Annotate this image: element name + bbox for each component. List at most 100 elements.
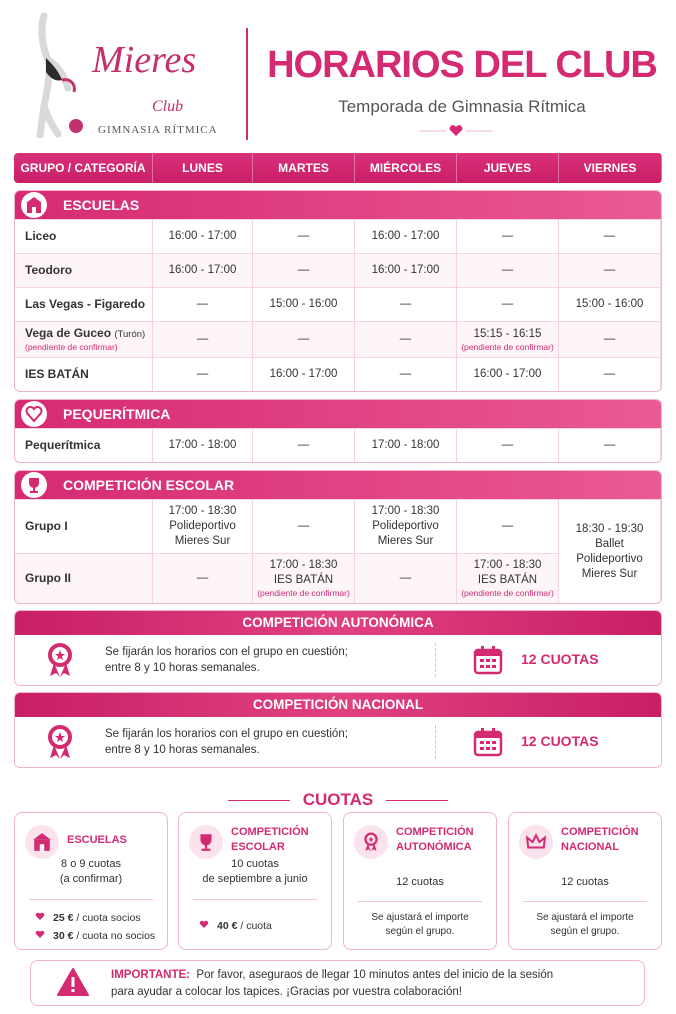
- detail-line: 8 o 9 cuotas: [61, 858, 121, 870]
- schedule-cell: 16:00 - 17:00: [355, 253, 457, 287]
- ribbon-icon-svg: [48, 643, 72, 677]
- column-header: LUNES: [153, 153, 253, 183]
- notice-line: para ayudar a colocar los tapices. ¡Grac…: [111, 986, 462, 998]
- cell-line: Polideportivo: [372, 520, 439, 532]
- note-line: Se ajustará el importe: [371, 912, 469, 923]
- cell-text: IES BATÁN: [25, 367, 89, 381]
- card-title: COMPETICIÓN ESCOLAR: [231, 826, 309, 853]
- card-icon-svg: [200, 834, 212, 851]
- schedule-cell: —: [153, 287, 253, 321]
- divider: [246, 28, 248, 140]
- cell-text: 15:00 - 16:00: [269, 298, 338, 310]
- notice-label: IMPORTANTE:: [111, 969, 191, 981]
- cell-line: 17:00 - 18:30: [473, 559, 542, 571]
- section-header: ESCUELAS: [15, 191, 661, 219]
- schedule-table: GRUPO / CATEGORÍA LUNES MARTES MIÉRCOLES JUE…: [14, 153, 662, 768]
- row-label: Liceo: [15, 219, 153, 253]
- card-details: 12 cuotas: [344, 875, 496, 890]
- text-line: Se fijarán los horarios con el grupo en …: [105, 728, 348, 740]
- text-line: entre 8 y 10 horas semanales.: [105, 744, 260, 756]
- calendar-icon: [473, 645, 503, 680]
- divider: [435, 725, 436, 759]
- cell-text: —: [501, 298, 514, 310]
- cell-text: —: [297, 230, 310, 242]
- competition-title: COMPETICIÓN AUTONÓMICA: [15, 611, 661, 635]
- section-icon-svg: [25, 406, 43, 423]
- schedule-cell: —: [559, 428, 661, 462]
- heart-icon-svg: [35, 930, 45, 938]
- cell-text: —: [603, 368, 616, 380]
- cell-text: —: [196, 368, 209, 380]
- ribbon-icon: [45, 642, 75, 683]
- schedule-cell: —: [253, 253, 355, 287]
- schedule-cell: 17:00 - 18:30 Polideportivo Mieres Sur: [355, 499, 457, 553]
- cell-text: —: [603, 333, 616, 345]
- schedule-cell: 17:00 - 18:00: [153, 428, 253, 462]
- card-icon-svg: [33, 833, 51, 851]
- cell-text: 16:00 - 17:00: [168, 230, 237, 242]
- heart-icon: [35, 930, 45, 942]
- card-icon: [25, 825, 59, 859]
- fee-card: COMPETICIÓN ESCOLAR 10 cuotas de septiembr…: [178, 812, 332, 950]
- rule: [193, 899, 317, 900]
- schedule-cell: 15:15 - 16:15 (pendiente de confirmar): [457, 321, 559, 357]
- cell-text: —: [399, 368, 412, 380]
- competition-title: COMPETICIÓN NACIONAL: [15, 693, 661, 717]
- card-note: Se ajustará el importe según el grupo.: [344, 911, 496, 939]
- schedule-cell: —: [457, 219, 559, 253]
- card-note: Se ajustará el importe según el grupo.: [509, 911, 661, 939]
- competition-fees: 12 CUOTAS: [521, 651, 599, 667]
- cell-line: 18:30 - 19:30: [575, 522, 644, 535]
- cell-note: (pendiente de confirmar): [257, 588, 350, 598]
- note-line: Se ajustará el importe: [536, 912, 634, 923]
- cell-note: (pendiente de confirmar): [461, 341, 554, 352]
- schedule-cell: 17:00 - 18:00: [355, 428, 457, 462]
- schedule-cell: 15:00 - 16:00: [253, 287, 355, 321]
- schedule-cell: —: [355, 357, 457, 391]
- section-icon: [21, 472, 47, 498]
- rule: [228, 800, 290, 801]
- price-amount: 30 €: [53, 930, 74, 942]
- detail-line: 12 cuotas: [561, 876, 609, 888]
- column-header: MIÉRCOLES: [355, 153, 457, 183]
- cell-text: 15:15 - 16:15: [473, 327, 542, 340]
- card-icon: [189, 825, 223, 859]
- rule: [358, 901, 482, 902]
- section-icon: [21, 192, 47, 218]
- competition-text: Se fijarán los horarios con el grupo en …: [105, 726, 348, 758]
- cell-text: —: [501, 520, 514, 532]
- cell-line: 15:15 - 16:15: [474, 327, 542, 342]
- cell-text: —: [603, 439, 616, 451]
- section-header: COMPETICIÓN ESCOLAR: [15, 471, 661, 499]
- row-label: Vega de Guceo (Turón) (pendiente de confi…: [15, 321, 153, 357]
- column-header: GRUPO / CATEGORÍA: [14, 153, 153, 183]
- cell-text: 16:00 - 17:00: [473, 368, 542, 380]
- schedule-cell: 17:00 - 18:30 IES BATÁN (pendiente de conf…: [253, 553, 355, 603]
- section-grid: Grupo I 17:00 - 18:30 Polideportivo Mieres …: [15, 499, 661, 603]
- cell-line: Polideportivo: [576, 552, 643, 565]
- cell-text: 16:00 - 17:00: [269, 368, 338, 380]
- price-unit: / cuota socios: [76, 912, 141, 924]
- fees-title: CUOTAS: [302, 790, 374, 809]
- section: PEQUERÍTMICA Pequerítmica 17:00 - 18:00 — 17…: [14, 399, 662, 463]
- warning-icon: [57, 968, 89, 996]
- table-header: GRUPO / CATEGORÍA LUNES MARTES MIÉRCOLES JUE…: [14, 153, 662, 183]
- schedule-cell: 16:00 - 17:00: [253, 357, 355, 391]
- section-grid: Liceo 16:00 - 17:00 — 16:00 - 17:00 — — Teodor…: [15, 219, 661, 391]
- cell-text: 16:00 - 17:00: [168, 264, 237, 276]
- section-header: PEQUERÍTMICA: [15, 400, 661, 428]
- detail-line: (a confirmar): [59, 873, 123, 885]
- competition-fees: 12 CUOTAS: [521, 733, 599, 749]
- section-grid: Pequerítmica 17:00 - 18:00 — 17:00 - 18:00 —…: [15, 428, 661, 462]
- note-line: según el grupo.: [550, 926, 620, 937]
- price: 30 € / cuota no socios: [15, 927, 155, 945]
- cell-line: Vega de Guceo (Turón): [25, 326, 145, 342]
- fee-card: ESCUELAS 8 o 9 cuotas (a confirmar) 25 € / …: [14, 812, 168, 950]
- cell-text: Grupo II: [25, 571, 71, 585]
- cell-text: —: [603, 264, 616, 276]
- cell-text: —: [603, 230, 616, 242]
- cell-text: Vega de Guceo: [25, 326, 112, 340]
- price-unit: / cuota: [240, 920, 272, 932]
- competition-text: Se fijarán los horarios con el grupo en …: [105, 644, 348, 676]
- price-amount: 25 €: [53, 912, 74, 924]
